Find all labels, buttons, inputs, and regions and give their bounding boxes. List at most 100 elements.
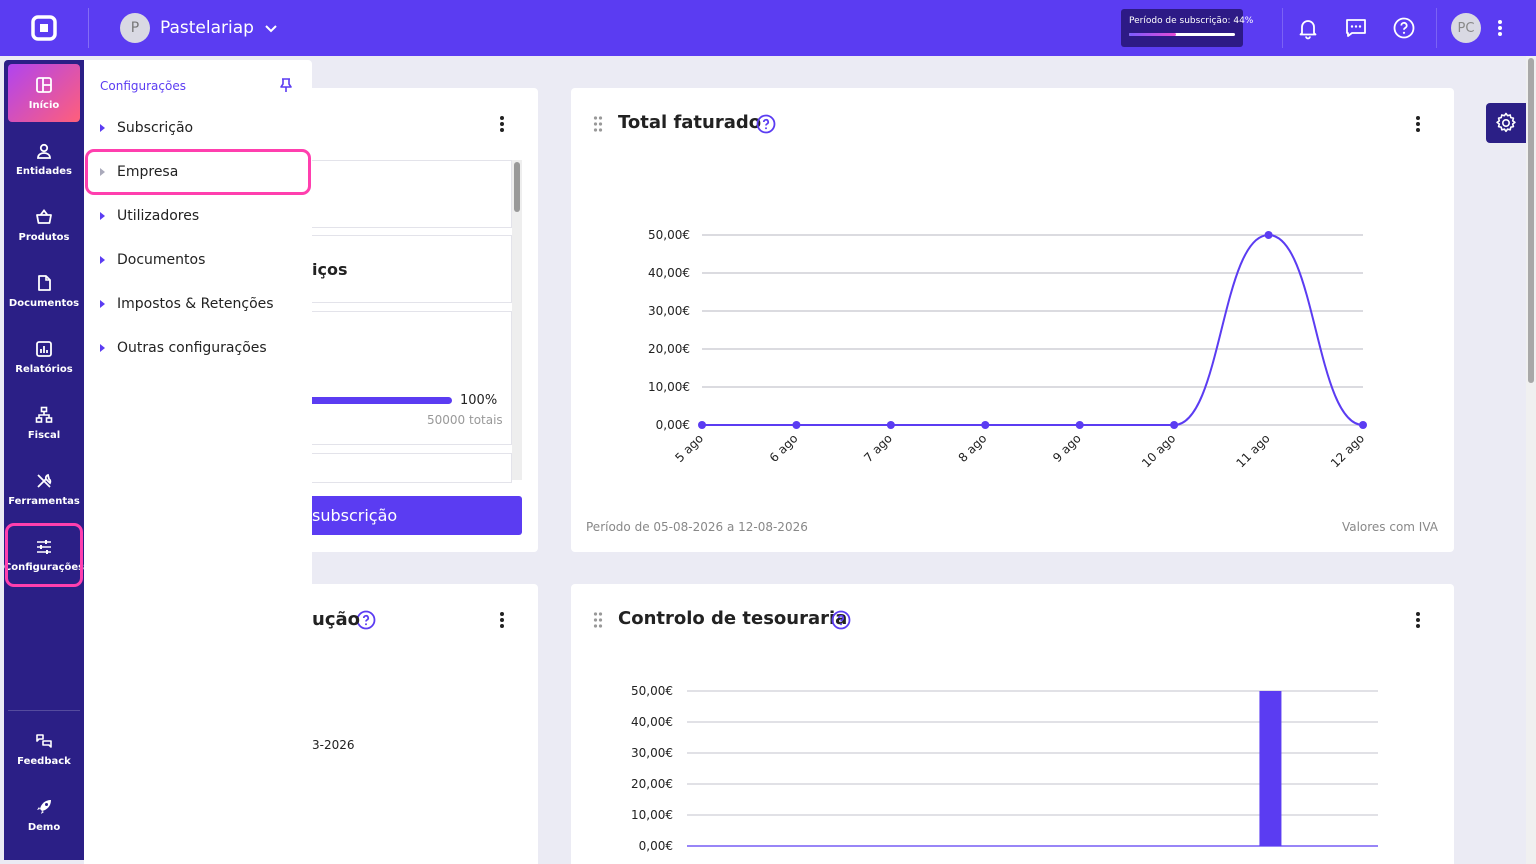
- subscription-label: Período de subscrição: 44%: [1129, 16, 1254, 26]
- nav-item-ferramentas[interactable]: Ferramentas: [8, 460, 80, 518]
- flyout-item-subscricao[interactable]: Subscrição: [88, 108, 308, 148]
- page-scrollbar[interactable]: [1526, 56, 1536, 864]
- flyout-item-utilizadores[interactable]: Utilizadores: [88, 196, 308, 236]
- nav-item-demo[interactable]: Demo: [8, 786, 80, 844]
- nav-item-configuracoes[interactable]: Configurações: [4, 523, 84, 587]
- subscription-period[interactable]: Período de subscrição: 44%: [1121, 9, 1254, 47]
- help-icon[interactable]: [1392, 16, 1416, 40]
- bell-icon[interactable]: [1296, 16, 1320, 40]
- top-divider: [88, 8, 89, 48]
- caret-right-icon: [100, 168, 105, 176]
- settings-flyout: Configurações Subscrição Empresa Utiliza…: [84, 60, 312, 860]
- total-invoiced-card: Total faturado 0,00€ 10,00€ 20,00€ 30,00€ 40…: [571, 88, 1454, 552]
- data-point: [1359, 421, 1367, 429]
- y-tick-label: 20,00€: [631, 777, 673, 791]
- more-vertical-icon[interactable]: [1415, 115, 1421, 133]
- x-tick-label: 5 ago: [672, 431, 706, 465]
- nav-label: Ferramentas: [8, 495, 80, 507]
- more-vertical-icon[interactable]: [499, 611, 505, 629]
- company-avatar: P: [120, 13, 150, 43]
- nav-label: Produtos: [18, 231, 70, 243]
- left-nav: Início Entidades Produtos Documentos Rel…: [4, 60, 84, 860]
- user-avatar[interactable]: PC: [1451, 13, 1481, 43]
- nav-label: Relatórios: [15, 363, 73, 375]
- dashboard-icon: [36, 76, 52, 93]
- flyout-item-documentos[interactable]: Documentos: [88, 240, 308, 280]
- x-tick-label: 7 ago: [861, 431, 895, 465]
- list-item: [312, 235, 512, 303]
- x-tick-label: 6 ago: [767, 431, 801, 465]
- data-point: [1264, 231, 1273, 239]
- x-tick-label: 11 ago: [1234, 431, 1273, 470]
- help-circle-icon[interactable]: [356, 610, 376, 630]
- document-icon: [38, 274, 51, 291]
- rocket-icon: [37, 799, 51, 814]
- more-vertical-icon[interactable]: [1415, 611, 1421, 629]
- drag-handle-icon[interactable]: [593, 612, 603, 628]
- top-divider: [1282, 8, 1283, 48]
- data-point: [981, 421, 990, 429]
- treasury-chart: 0,00€ 10,00€ 20,00€ 30,00€ 40,00€ 50,00€: [631, 684, 1378, 853]
- usage-progress-bar: [312, 397, 452, 404]
- list-scrollbar-thumb[interactable]: [514, 162, 520, 212]
- y-tick-label: 30,00€: [631, 746, 673, 760]
- data-point: [1075, 421, 1084, 429]
- y-tick-label: 0,00€: [639, 839, 673, 853]
- y-tick-label: 20,00€: [648, 342, 690, 356]
- x-tick-label: 10 ago: [1139, 431, 1178, 470]
- total-invoiced-chart: 0,00€ 10,00€ 20,00€ 30,00€ 40,00€ 50,00€ 5 ago…: [648, 228, 1367, 470]
- company-selector[interactable]: P Pastelariap: [120, 13, 278, 43]
- usage-percent: 100%: [460, 393, 498, 408]
- flyout-item-empresa[interactable]: Empresa: [85, 149, 311, 195]
- subscription-progress-fill: [1129, 33, 1176, 36]
- flyout-item-outras[interactable]: Outras configurações: [88, 328, 308, 368]
- bar: [1259, 691, 1282, 846]
- y-tick-label: 50,00€: [648, 228, 690, 242]
- pin-icon[interactable]: [278, 77, 294, 93]
- nav-label: Documentos: [8, 297, 80, 309]
- data-point: [792, 421, 801, 429]
- nav-label: Fiscal: [27, 429, 61, 441]
- partial-heading: iços: [312, 260, 348, 279]
- flyout-item-label: Empresa: [117, 164, 179, 180]
- flyout-title: Configurações: [100, 79, 186, 93]
- flyout-item-impostos[interactable]: Impostos & Retenções: [88, 284, 308, 324]
- caret-right-icon: [100, 124, 105, 132]
- caret-right-icon: [100, 212, 105, 220]
- y-tick-label: 50,00€: [631, 684, 673, 698]
- chat-icon[interactable]: [1344, 16, 1368, 40]
- nav-item-produtos[interactable]: Produtos: [8, 196, 80, 254]
- card-title: Controlo de tesouraria: [618, 608, 848, 629]
- y-tick-label: 30,00€: [648, 304, 690, 318]
- nav-item-entidades[interactable]: Entidades: [8, 130, 80, 188]
- app-logo-icon[interactable]: [30, 14, 58, 42]
- data-point: [698, 421, 706, 429]
- nav-item-inicio[interactable]: Início: [8, 64, 80, 122]
- nav-item-documentos[interactable]: Documentos: [8, 262, 80, 320]
- page-scrollbar-thumb[interactable]: [1528, 58, 1534, 383]
- nav-label: Feedback: [17, 755, 71, 767]
- help-circle-icon[interactable]: [756, 114, 776, 134]
- more-vertical-icon[interactable]: [499, 115, 505, 133]
- flyout-item-label: Documentos: [117, 252, 206, 268]
- card-title: Total faturado: [618, 112, 762, 133]
- more-vertical-icon[interactable]: [1493, 16, 1507, 40]
- nav-item-feedback[interactable]: Feedback: [8, 720, 80, 778]
- drag-handle-icon[interactable]: [593, 116, 603, 132]
- usage-totals: 50000 totais: [427, 413, 503, 427]
- fiscal-icon: [35, 406, 53, 423]
- nav-item-relatorios[interactable]: Relatórios: [8, 328, 80, 386]
- subscription-button[interactable]: subscrição: [312, 496, 522, 535]
- period-note: Período de 05-08-2026 a 12-08-2026: [586, 520, 808, 534]
- caret-right-icon: [100, 300, 105, 308]
- y-tick-label: 10,00€: [631, 808, 673, 822]
- list-scrollbar[interactable]: [512, 160, 522, 480]
- y-tick-label: 40,00€: [648, 266, 690, 280]
- flyout-item-label: Impostos & Retenções: [117, 296, 274, 312]
- nav-item-fiscal[interactable]: Fiscal: [8, 394, 80, 452]
- data-point: [886, 421, 895, 429]
- dashboard-settings-button[interactable]: [1486, 103, 1526, 143]
- help-circle-icon[interactable]: [831, 610, 851, 630]
- basket-icon: [36, 208, 52, 224]
- y-tick-label: 10,00€: [648, 380, 690, 394]
